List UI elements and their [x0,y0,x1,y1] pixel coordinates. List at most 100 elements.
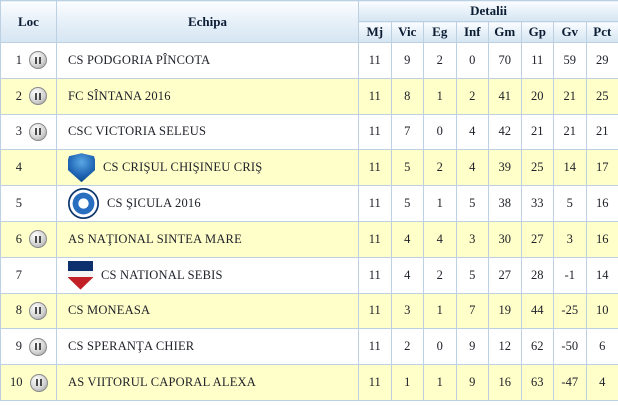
column-header-pct: Pct [585,21,618,43]
stat-vic: 9 [390,42,424,79]
stat-eg: 1 [423,292,457,330]
crisul-chisineu-cris-crest-icon [68,153,95,183]
column-header-mj: Mj [358,21,392,43]
stat-inf: 9 [455,328,489,366]
team-name: CS NATIONAL SEBIS [101,267,223,282]
pause-badge-icon [29,122,47,141]
stat-vic: 5 [390,149,424,187]
stat-eg: 1 [423,185,457,222]
stat-gm: 42 [488,113,522,151]
stat-pct: 25 [585,77,618,115]
stat-pct: 6 [585,328,618,366]
stat-gp: 62 [520,328,554,366]
column-header-eg: Eg [423,21,457,43]
team-name: CS MONEASA [68,303,151,318]
table-header: Loc Echipa Detalii Mj Vic Eg Inf Gm Gp G… [0,0,618,43]
stat-eg: 2 [423,42,457,79]
stat-inf: 9 [455,364,489,401]
column-header-gm: Gm [488,21,522,43]
stat-gm: 16 [488,364,522,401]
stat-vic: 8 [390,77,424,115]
pause-badge-icon [29,51,47,70]
stat-inf: 2 [455,77,489,115]
table-row: 8 CS MONEASA 11 3 1 7 19 44 -25 10 [0,292,618,330]
stat-pct: 4 [585,364,618,401]
stat-mj: 11 [358,256,392,294]
stat-vic: 5 [390,185,424,222]
pause-badge-icon [29,373,48,392]
team-name: CS CRIŞUL CHIŞINEU CRIŞ [103,160,263,175]
stat-gv: 3 [553,220,587,258]
column-header-inf: Inf [455,21,489,43]
table-row: 7 CS NATIONAL SEBIS 11 4 2 5 27 28 -1 14 [0,256,618,294]
stat-gm: 30 [488,220,522,258]
column-header-vic: Vic [390,21,424,43]
stat-pct: 17 [585,149,618,187]
stat-pct: 21 [585,113,618,151]
pause-badge-icon [29,301,47,320]
team-name: CSC VICTORIA SELEUS [68,124,207,139]
pause-badge-icon [29,87,47,106]
rank-number: 7 [15,267,22,282]
stat-inf: 0 [455,42,489,79]
stat-gv: -47 [553,364,587,401]
stat-gv: 14 [553,149,587,187]
table-row: 3 CSC VICTORIA SELEUS 11 7 0 4 42 21 21 … [0,113,618,151]
stat-gm: 19 [488,292,522,330]
stat-gp: 44 [520,292,554,330]
team-name: CS SPERANŢA CHIER [68,339,195,354]
stat-gv: -25 [553,292,587,330]
stat-pct: 10 [585,292,618,330]
stat-vic: 7 [390,113,424,151]
stat-vic: 4 [390,256,424,294]
rank-number: 6 [15,231,22,246]
stat-eg: 2 [423,149,457,187]
column-header-echipa: Echipa [56,0,359,43]
table-row: 6 AS NAŢIONAL SINTEA MARE 11 4 4 3 30 27… [0,220,618,258]
rank-number: 10 [10,375,23,390]
stat-gp: 25 [520,149,554,187]
stat-vic: 4 [390,220,424,258]
rank-number: 1 [15,52,22,67]
stat-gp: 27 [520,220,554,258]
stat-gp: 21 [520,113,554,151]
national-sebis-crest-icon [68,260,93,290]
stat-inf: 5 [455,185,489,222]
stat-eg: 2 [423,256,457,294]
stat-gv: 5 [553,185,587,222]
stat-mj: 11 [358,77,392,115]
stat-pct: 16 [585,220,618,258]
column-header-detalii: Detalii [357,0,618,22]
stat-eg: 0 [423,113,457,151]
rank-number: 5 [15,196,22,211]
stat-gv: -50 [553,328,587,366]
stat-inf: 4 [455,113,489,151]
sicula-2016-badge-icon [68,188,99,220]
stat-pct: 29 [585,42,618,79]
stat-inf: 7 [455,292,489,330]
stat-pct: 14 [585,256,618,294]
column-header-gp: Gp [520,21,554,43]
stat-vic: 1 [390,364,424,401]
stat-gm: 27 [488,256,522,294]
stat-gv: 21 [553,77,587,115]
stat-gm: 39 [488,149,522,187]
stat-gm: 12 [488,328,522,366]
pause-badge-icon [29,230,47,249]
stat-inf: 4 [455,149,489,187]
table-row: 4 CS CRIŞUL CHIŞINEU CRIŞ 11 5 2 4 39 25… [0,149,618,187]
stat-mj: 11 [358,328,392,366]
stat-mj: 11 [358,364,392,401]
stat-gv: 21 [553,113,587,151]
rank-number: 2 [15,88,22,103]
column-header-loc: Loc [0,0,57,43]
stat-eg: 1 [423,364,457,401]
stat-gp: 11 [520,42,554,79]
table-row: 10 AS VIITORUL CAPORAL ALEXA 11 1 1 9 16… [0,364,618,401]
stat-gp: 20 [520,77,554,115]
stat-mj: 11 [358,113,392,151]
pause-badge-icon [29,337,47,356]
rank-number: 4 [15,160,22,175]
